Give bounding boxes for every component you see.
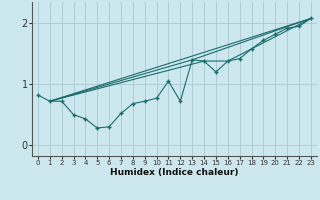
X-axis label: Humidex (Indice chaleur): Humidex (Indice chaleur) [110, 168, 239, 177]
